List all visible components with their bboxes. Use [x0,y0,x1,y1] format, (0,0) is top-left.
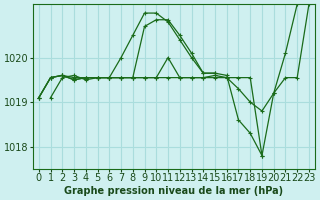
X-axis label: Graphe pression niveau de la mer (hPa): Graphe pression niveau de la mer (hPa) [64,186,284,196]
